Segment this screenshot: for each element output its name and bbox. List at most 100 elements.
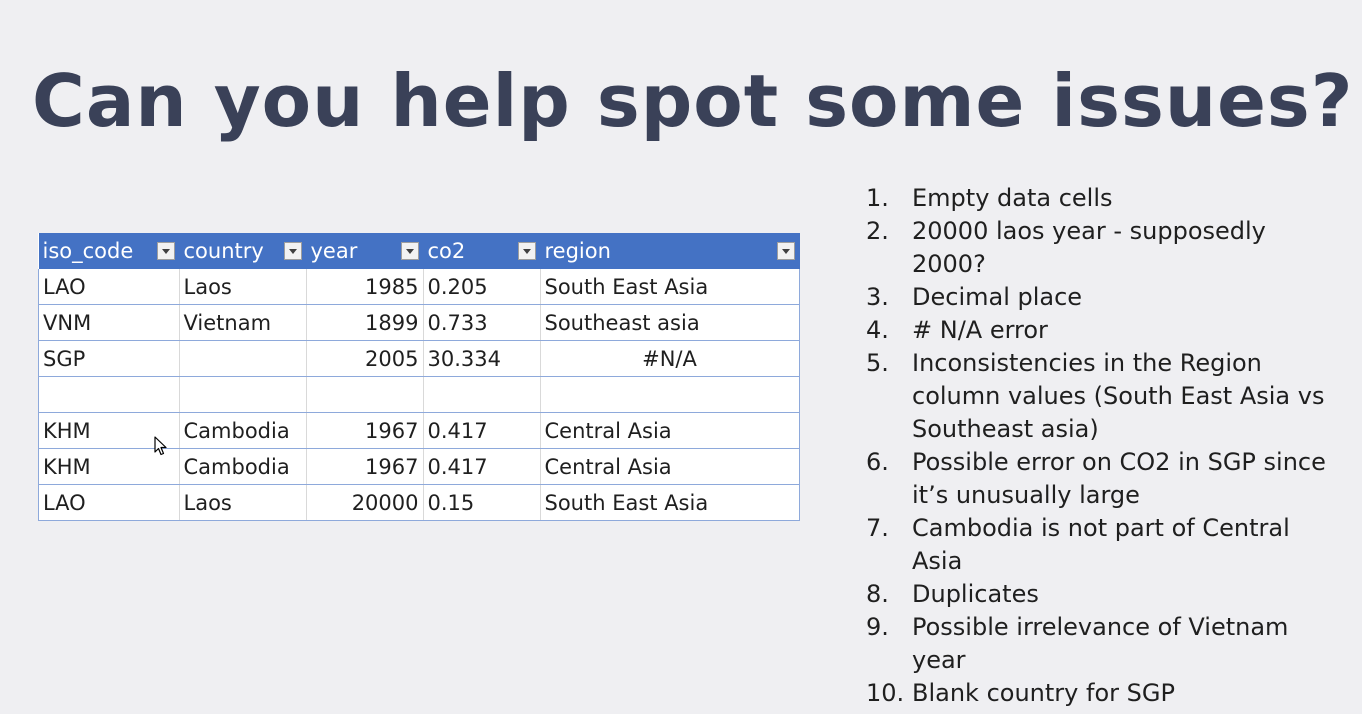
cell-year[interactable]: 20000	[306, 484, 424, 521]
cell-year[interactable]: 1967	[306, 448, 424, 485]
header-co2: co2	[423, 233, 541, 269]
list-text: Cambodia is not part of Central Asia	[912, 514, 1290, 575]
cell-region[interactable]: Southeast asia	[540, 304, 800, 341]
list-number-text: 7.	[866, 514, 889, 542]
cell-year[interactable]: 1985	[306, 269, 424, 305]
header-iso-code: iso_code	[38, 233, 180, 269]
list-item: 5. Inconsistencies in the Region column …	[834, 347, 1334, 446]
list-text: Inconsistencies in the Region column val…	[912, 349, 1325, 443]
list-number: 6.	[834, 446, 910, 512]
list-number: 10.	[834, 677, 910, 710]
cell-year[interactable]: 1967	[306, 412, 424, 449]
list-item: 4. # N/A error	[834, 314, 1334, 347]
list-number: 7.	[834, 512, 910, 578]
cell-co2[interactable]: 0.417	[423, 448, 541, 485]
table-row: LAO Laos 20000 0.15 South East Asia	[38, 484, 800, 521]
list-item: 3. Decimal place	[834, 281, 1334, 314]
cell-country[interactable]: Cambodia	[179, 412, 307, 449]
cell-region[interactable]: Central Asia	[540, 412, 800, 449]
list-number: 5.	[834, 347, 910, 446]
list-item: 1. Empty data cells	[834, 182, 1334, 215]
list-text: Empty data cells	[912, 184, 1113, 212]
list-number: 2.	[834, 215, 910, 281]
cell-iso-code[interactable]: SGP	[38, 340, 180, 377]
filter-dropdown-icon[interactable]	[517, 242, 536, 260]
header-country: country	[179, 233, 307, 269]
cell-country[interactable]: Laos	[179, 484, 307, 521]
mouse-pointer-icon	[154, 436, 167, 456]
list-number-text: 1.	[866, 184, 889, 212]
header-label: country	[183, 239, 264, 263]
cell-year[interactable]: 1899	[306, 304, 424, 341]
cell-co2[interactable]	[423, 376, 541, 413]
list-item: 7. Cambodia is not part of Central Asia	[834, 512, 1334, 578]
cell-country[interactable]	[179, 340, 307, 377]
list-number-text: 2.	[866, 217, 889, 245]
table-row: SGP 2005 30.334 #N/A	[38, 340, 800, 377]
cell-co2[interactable]: 0.417	[423, 412, 541, 449]
cell-country[interactable]: Vietnam	[179, 304, 307, 341]
list-item: 9. Possible irrelevance of Vietnam year	[834, 611, 1334, 677]
cell-region[interactable]: South East Asia	[540, 484, 800, 521]
list-number: 3.	[834, 281, 910, 314]
list-text: Possible error on CO2 in SGP since it’s …	[912, 448, 1326, 509]
cell-region[interactable]: Central Asia	[540, 448, 800, 485]
filter-dropdown-icon[interactable]	[283, 242, 302, 260]
cell-region[interactable]: #N/A	[540, 340, 800, 377]
header-year: year	[306, 233, 424, 269]
list-text: Decimal place	[912, 283, 1083, 311]
data-table: iso_code country year co2 region LAO La	[38, 233, 800, 521]
list-number-text: 9.	[866, 613, 889, 641]
cell-iso-code[interactable]: LAO	[38, 269, 180, 305]
list-number: 4.	[834, 314, 910, 347]
list-number: 9.	[834, 611, 910, 677]
cell-year[interactable]: 2005	[306, 340, 424, 377]
table-row: LAO Laos 1985 0.205 South East Asia	[38, 269, 800, 305]
table-row	[38, 376, 800, 413]
header-label: iso_code	[42, 239, 134, 263]
filter-dropdown-icon[interactable]	[156, 242, 175, 260]
list-text: Duplicates	[912, 580, 1039, 608]
table-row: KHM Cambodia 1967 0.417 Central Asia	[38, 448, 800, 485]
filter-dropdown-icon[interactable]	[776, 242, 795, 260]
header-label: region	[544, 239, 611, 263]
cell-iso-code[interactable]: KHM	[38, 448, 180, 485]
list-text: Blank country for SGP	[912, 679, 1175, 707]
table-header-row: iso_code country year co2 region	[38, 233, 800, 269]
cell-country[interactable]: Laos	[179, 269, 307, 305]
cell-year[interactable]	[306, 376, 424, 413]
list-number: 1.	[834, 182, 910, 215]
header-region: region	[540, 233, 800, 269]
issues-list: 1. Empty data cells 2. 20000 laos year -…	[834, 182, 1334, 710]
table-row: KHM Cambodia 1967 0.417 Central Asia	[38, 412, 800, 449]
header-label: co2	[427, 239, 466, 263]
list-number-text: 10.	[866, 679, 905, 707]
list-text: 20000 laos year - supposedly 2000?	[912, 217, 1266, 278]
list-number-text: 8.	[866, 580, 889, 608]
slide-title: Can you help spot some issues?	[32, 59, 1354, 143]
list-text: # N/A error	[912, 316, 1048, 344]
cell-co2[interactable]: 0.15	[423, 484, 541, 521]
filter-dropdown-icon[interactable]	[400, 242, 419, 260]
cell-iso-code[interactable]: VNM	[38, 304, 180, 341]
list-number-text: 4.	[866, 316, 889, 344]
list-number-text: 3.	[866, 283, 889, 311]
cell-co2[interactable]: 30.334	[423, 340, 541, 377]
list-number-text: 5.	[866, 349, 889, 377]
cell-co2[interactable]: 0.205	[423, 269, 541, 305]
cell-country[interactable]: Cambodia	[179, 448, 307, 485]
list-item: 10. Blank country for SGP	[834, 677, 1334, 710]
cell-iso-code[interactable]	[38, 376, 180, 413]
list-item: 2. 20000 laos year - supposedly 2000?	[834, 215, 1334, 281]
cell-country[interactable]	[179, 376, 307, 413]
cell-region[interactable]	[540, 376, 800, 413]
list-number-text: 6.	[866, 448, 889, 476]
list-text: Possible irrelevance of Vietnam year	[912, 613, 1289, 674]
cell-region[interactable]: South East Asia	[540, 269, 800, 305]
cell-iso-code[interactable]: LAO	[38, 484, 180, 521]
cell-co2[interactable]: 0.733	[423, 304, 541, 341]
header-label: year	[310, 239, 358, 263]
list-item: 6. Possible error on CO2 in SGP since it…	[834, 446, 1334, 512]
list-item: 8. Duplicates	[834, 578, 1334, 611]
